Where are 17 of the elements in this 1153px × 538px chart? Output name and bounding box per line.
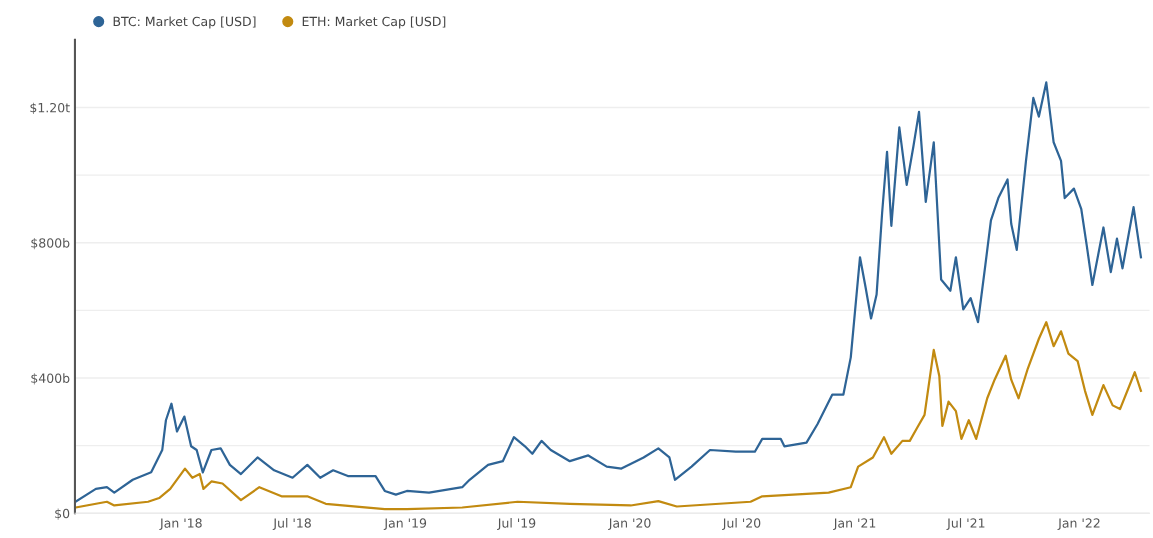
x-tick-label: Jul '18 [272,518,311,531]
x-tick-label: Jan '22 [1057,518,1100,531]
line-series [74,81,1143,503]
x-tick-label: Jul '19 [497,518,536,531]
x-tick-label: Jan '19 [383,518,427,531]
y-tick-label: $800b [31,237,70,250]
y-tick-label: $1.20t [30,102,70,115]
line-series [74,321,1143,511]
x-tick-label: Jan '18 [159,518,202,531]
x-tick-label: Jul '20 [722,518,761,531]
y-tick-label: $0 [55,508,70,520]
x-tick-label: Jan '20 [608,518,651,531]
x-tick-label: Jul '21 [946,518,985,531]
y-tick-label: $400b [31,373,70,385]
legend-label: ETH: Market Cap [USD] [302,16,446,29]
legend-label: BTC: Market Cap [USD] [113,16,256,29]
x-tick-label: Jan '21 [833,518,876,531]
